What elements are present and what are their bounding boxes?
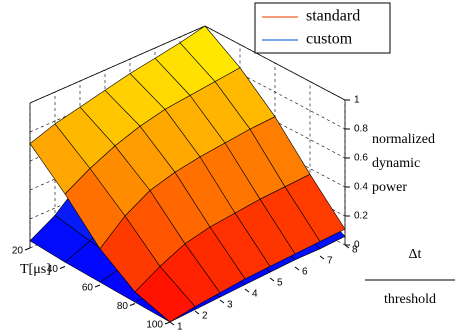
y-axis-label: threshold (384, 292, 436, 307)
grid-line (29, 141, 206, 220)
y-tick (319, 255, 325, 260)
x-tick-label: 40 (47, 264, 59, 275)
z-axis-label: power (372, 180, 407, 195)
legend-label: standard (306, 8, 360, 25)
y-tick (269, 277, 275, 282)
y-tick (344, 244, 350, 249)
y-tick-label: 2 (202, 311, 208, 322)
x-tick (164, 321, 171, 325)
y-tick-label: 7 (327, 256, 333, 267)
surface-patch (134, 266, 196, 323)
y-tick-label: 5 (277, 278, 283, 289)
y-tick (294, 266, 300, 271)
z-axis-label: dynamic (372, 156, 420, 171)
x-tick-label: 100 (146, 320, 163, 330)
y-tick-label: 1 (177, 322, 183, 330)
z-tick-label: 0.4 (354, 182, 368, 193)
y-tick-label: 8 (352, 245, 358, 256)
x-tick-label: 60 (82, 283, 94, 294)
ticks: 0 0.2 0.4 0.6 0.8 1 20 40 60 80 100 1 2 3 4 5 6 7 8 (12, 95, 368, 330)
x-tick-label: 80 (117, 301, 129, 312)
x-tick (94, 284, 101, 288)
y-tick-label: 6 (302, 267, 308, 278)
z-axis-label: normalized (372, 132, 435, 147)
y-tick (194, 310, 200, 315)
surfaces (29, 25, 346, 323)
z-tick-label: 0.6 (354, 153, 368, 164)
grid-line (29, 25, 206, 104)
z-tick-label: 0 (354, 240, 360, 251)
legend-label: custom (306, 31, 353, 48)
z-tick-label: 1 (354, 95, 360, 106)
y-tick (244, 288, 250, 293)
z-tick-label: 0.2 (354, 211, 368, 222)
x-tick-label: 20 (12, 246, 24, 257)
x-axis-label: T[μs] (20, 262, 51, 277)
legend: standard custom (254, 2, 391, 54)
y-axis-label: Δt (409, 247, 422, 262)
x-tick (59, 266, 66, 269)
x-tick (129, 303, 136, 306)
y-tick-label: 3 (227, 300, 233, 311)
y-tick (169, 321, 175, 326)
x-tick (24, 247, 31, 251)
grid-line (29, 54, 206, 133)
y-tick (219, 299, 225, 304)
z-tick-label: 0.8 (354, 124, 368, 135)
y-tick-label: 4 (252, 289, 258, 300)
legend-box (254, 2, 391, 54)
